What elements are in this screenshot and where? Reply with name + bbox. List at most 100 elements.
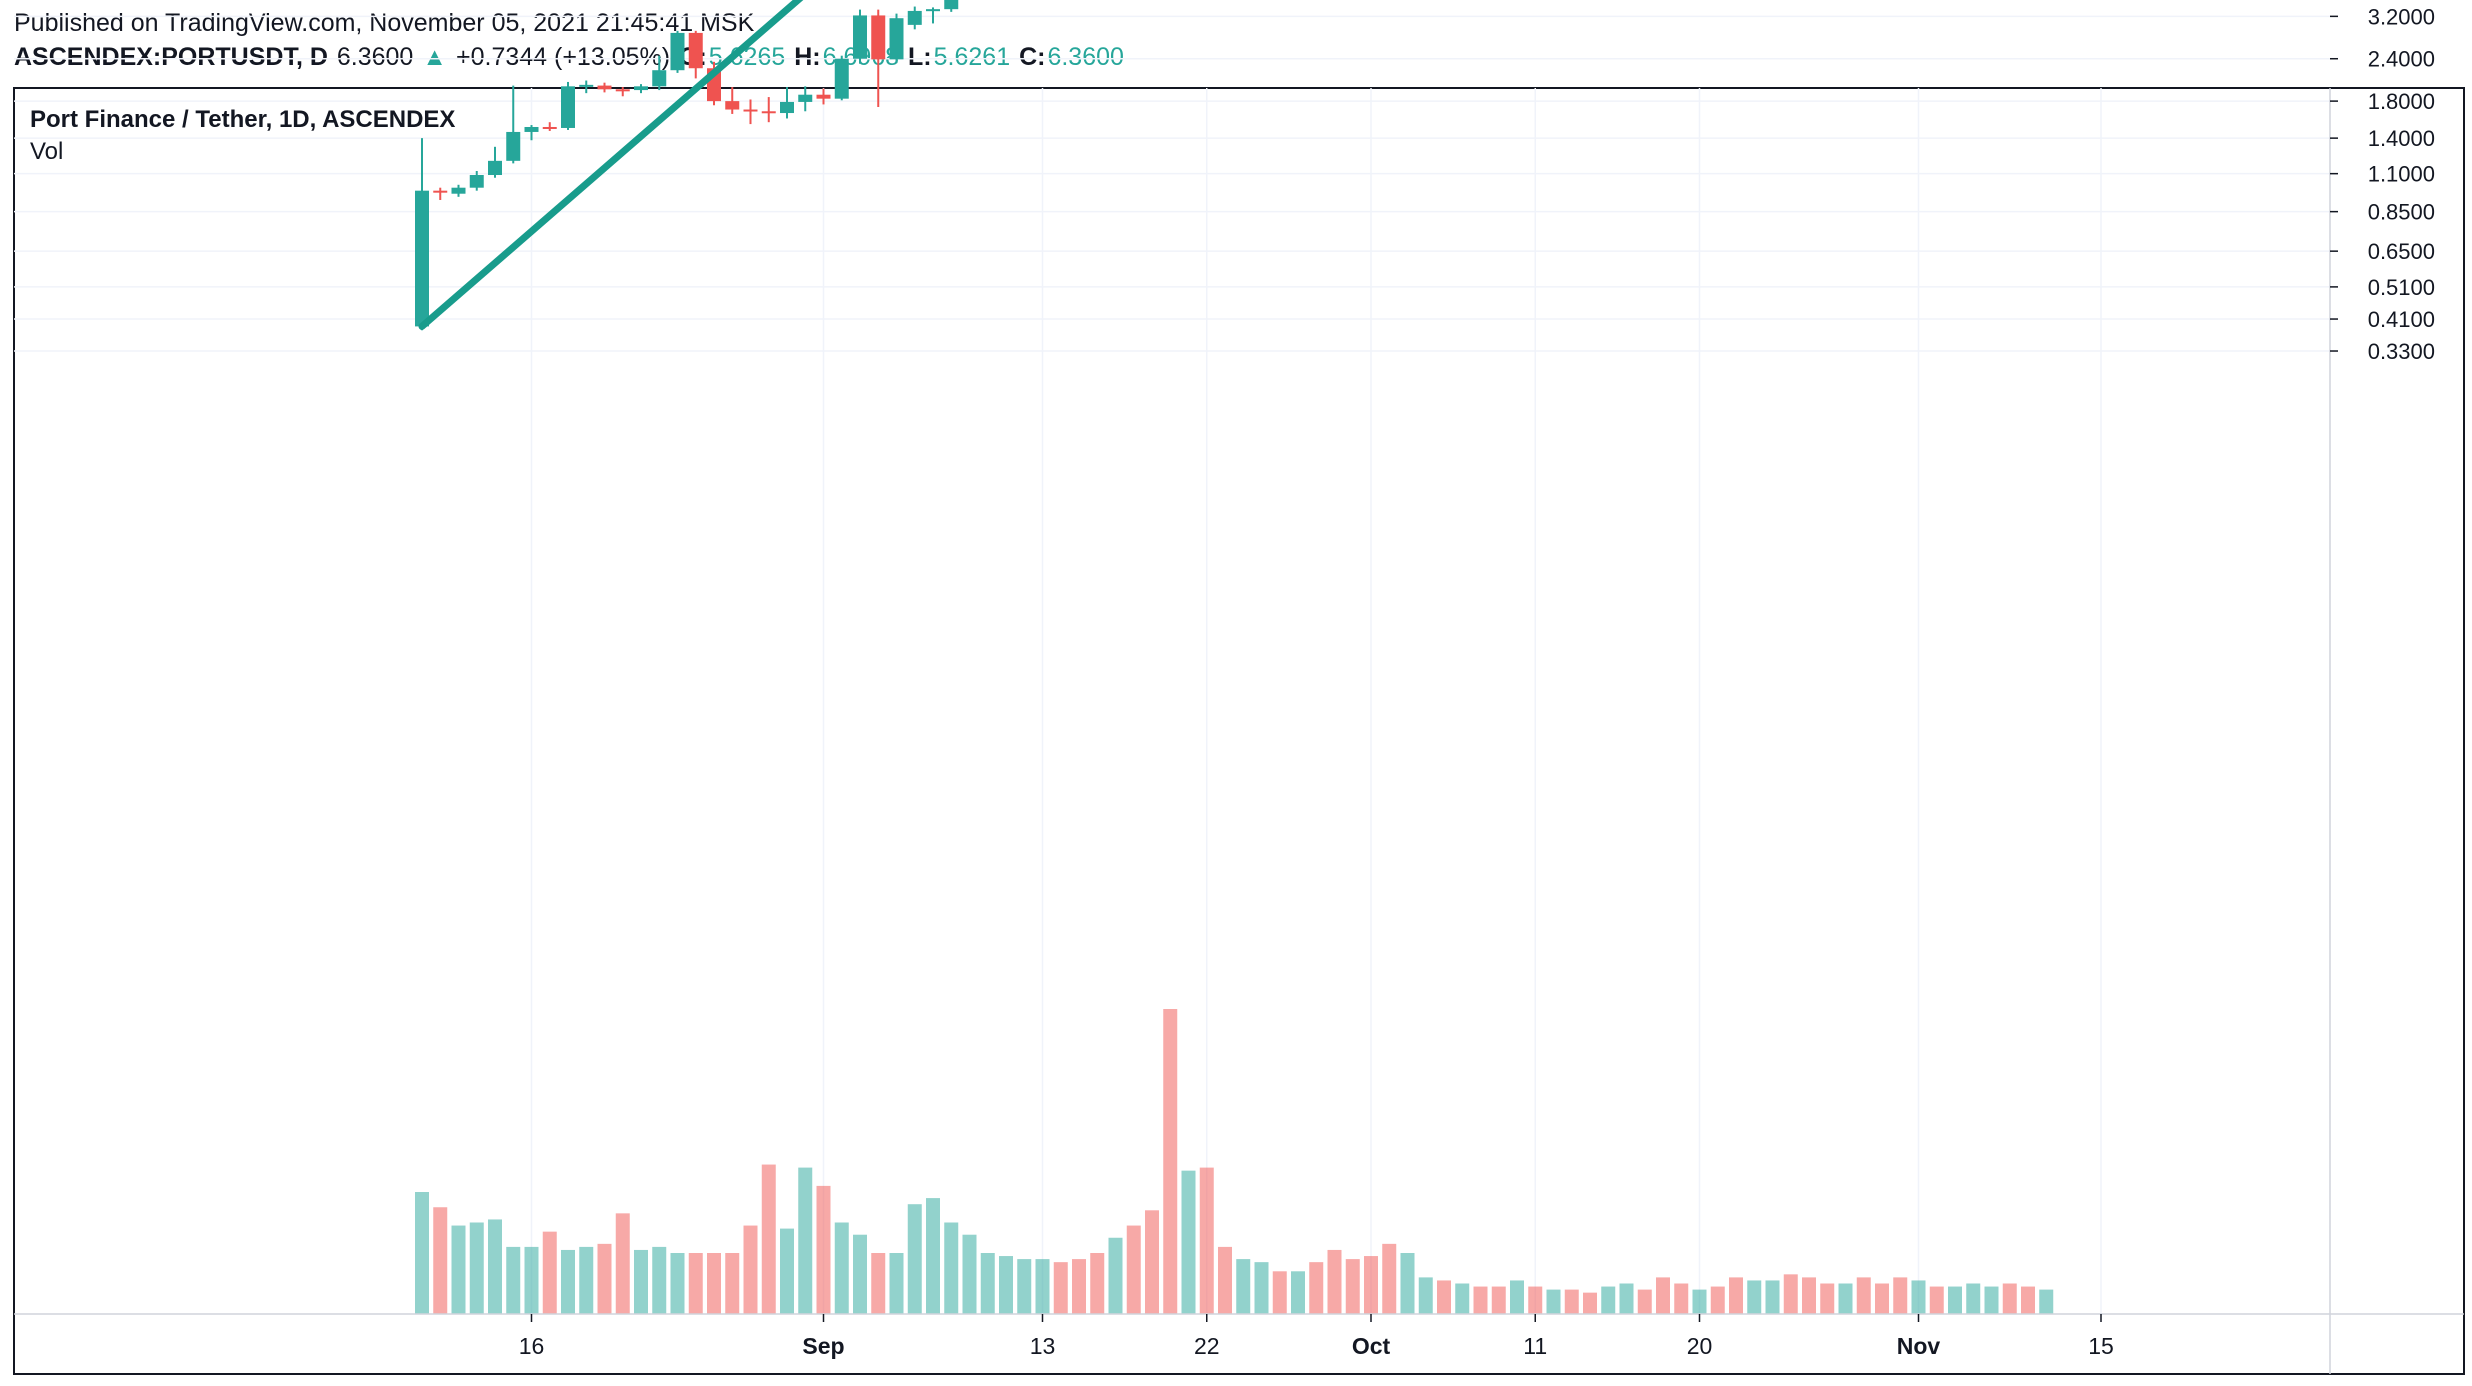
y-tick-label: 2.4000 bbox=[2368, 47, 2435, 72]
chart-frame bbox=[13, 87, 2465, 1375]
grid-lines bbox=[14, 15, 2330, 1314]
volume-bar bbox=[1053, 1262, 1068, 1314]
volume-bar bbox=[670, 1253, 685, 1314]
volume-bar bbox=[1382, 1243, 1397, 1314]
volume-bar bbox=[1345, 1259, 1360, 1314]
volume-bar bbox=[1364, 1256, 1378, 1314]
volume-bar bbox=[1254, 1262, 1269, 1314]
volume-bar bbox=[761, 1164, 776, 1314]
candle-body bbox=[634, 86, 648, 91]
candle-body bbox=[451, 187, 466, 194]
volume-bar bbox=[1510, 1280, 1524, 1314]
volume-bar bbox=[1856, 1277, 1871, 1314]
y-tick-label: 3.2000 bbox=[2368, 4, 2435, 29]
volume-bar bbox=[853, 1234, 867, 1314]
volume-bar bbox=[1181, 1170, 1196, 1314]
rally-arrow bbox=[418, 0, 804, 330]
candle-body bbox=[871, 15, 886, 60]
candlesticks bbox=[415, 0, 959, 331]
up-arrow-icon: ▲ bbox=[422, 43, 448, 71]
volume-bar bbox=[816, 1185, 831, 1314]
y-tick-label: 0.8500 bbox=[2368, 200, 2435, 225]
volume-bar bbox=[1199, 1167, 1214, 1314]
volume-bar bbox=[1765, 1280, 1780, 1314]
high-label: H: bbox=[794, 43, 821, 71]
volume-bar bbox=[1035, 1259, 1050, 1314]
price-axis[interactable]: 22.000016.000012.00009.00007.00005.50004… bbox=[2330, 0, 2435, 364]
volume-bar bbox=[980, 1253, 995, 1314]
time-axis[interactable]: 16 Sep 13 22 Oct 11 20 Nov 15 bbox=[519, 1314, 2114, 1359]
volume-bar bbox=[597, 1243, 612, 1314]
volume-bar bbox=[634, 1249, 648, 1314]
volume-bar bbox=[1692, 1289, 1707, 1314]
volume-bar bbox=[1072, 1259, 1086, 1314]
volume-bar bbox=[1218, 1246, 1232, 1314]
volume-bar bbox=[944, 1222, 959, 1314]
x-tick-label: 20 bbox=[1687, 1333, 1713, 1359]
volume-bar bbox=[579, 1246, 594, 1314]
low-value: 5.6261 bbox=[933, 43, 1011, 71]
candle-body bbox=[853, 15, 867, 59]
x-tick-label: 22 bbox=[1194, 1333, 1220, 1359]
volume-bar bbox=[1893, 1277, 1908, 1314]
volume-bar bbox=[415, 1192, 429, 1314]
candle-body bbox=[652, 70, 667, 87]
candle-body bbox=[670, 32, 685, 71]
chart-title[interactable]: Port Finance / Tether, 1D, ASCENDEX bbox=[30, 106, 456, 133]
volume-bar bbox=[1437, 1280, 1451, 1314]
volume-bar bbox=[2002, 1283, 2017, 1314]
volume-bar bbox=[1291, 1271, 1305, 1314]
candle-body bbox=[579, 84, 594, 87]
volume-bar bbox=[889, 1253, 904, 1314]
volume-bar bbox=[542, 1231, 557, 1314]
volume-bar bbox=[871, 1253, 886, 1314]
volume-bar bbox=[1327, 1249, 1342, 1314]
volume-bar bbox=[1929, 1286, 1944, 1314]
volume-bar bbox=[907, 1204, 922, 1314]
volume-bar bbox=[615, 1213, 630, 1314]
volume-bar bbox=[688, 1253, 703, 1314]
volume-bar bbox=[725, 1253, 740, 1314]
volume-bar bbox=[1710, 1286, 1725, 1314]
volume-bar bbox=[1546, 1289, 1561, 1314]
published-line: Published on TradingView.com, November 0… bbox=[14, 9, 755, 37]
volume-bar bbox=[1875, 1283, 1889, 1314]
candle-body bbox=[506, 131, 521, 161]
candle-body bbox=[798, 94, 813, 102]
volume-bar bbox=[1491, 1286, 1506, 1314]
candle-body bbox=[597, 85, 612, 90]
volume-bar bbox=[834, 1222, 849, 1314]
volume-bars bbox=[415, 1009, 2054, 1314]
low-label: L: bbox=[908, 43, 932, 71]
candle-body bbox=[524, 126, 539, 132]
volume-bar bbox=[707, 1253, 721, 1314]
symbol-label[interactable]: ASCENDEX:PORTUSDT, D bbox=[14, 43, 328, 71]
candle-body bbox=[488, 160, 502, 176]
volume-bar bbox=[1619, 1283, 1634, 1314]
volume-bar bbox=[451, 1225, 466, 1314]
volume-bar bbox=[962, 1234, 977, 1314]
volume-bar bbox=[506, 1246, 521, 1314]
volume-bar bbox=[1108, 1237, 1123, 1314]
volume-bar bbox=[1729, 1277, 1743, 1314]
volume-bar bbox=[1656, 1277, 1670, 1314]
volume-bar bbox=[1637, 1289, 1652, 1314]
drawings[interactable] bbox=[418, 0, 2232, 330]
candle-body bbox=[834, 58, 849, 99]
volume-bar bbox=[1802, 1277, 1816, 1314]
last-price: 6.3600 bbox=[336, 43, 414, 71]
candle-body bbox=[926, 9, 940, 12]
volume-bar bbox=[1674, 1283, 1689, 1314]
volume-bar bbox=[433, 1207, 448, 1314]
y-tick-label: 0.6500 bbox=[2368, 239, 2435, 264]
candle-body bbox=[761, 111, 776, 114]
y-tick-label: 0.3300 bbox=[2368, 339, 2435, 364]
volume-bar bbox=[1747, 1280, 1762, 1314]
volume-bar bbox=[743, 1225, 758, 1314]
candle-body bbox=[816, 94, 831, 99]
volume-bar bbox=[1272, 1271, 1287, 1314]
volume-legend[interactable]: Vol bbox=[30, 138, 64, 165]
candle-body bbox=[743, 109, 758, 112]
volume-bar bbox=[1984, 1286, 1999, 1314]
